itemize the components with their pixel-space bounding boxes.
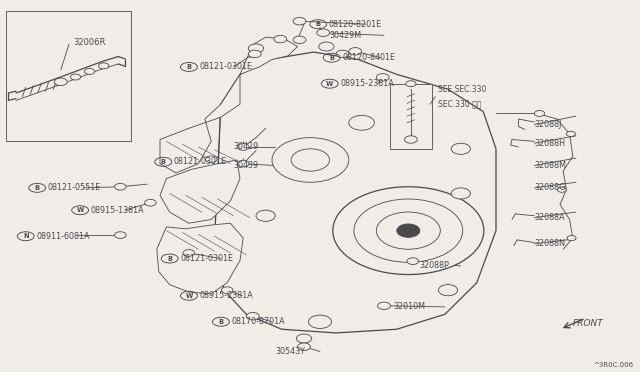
Text: 32088J: 32088J [534, 120, 562, 129]
Text: 32088M: 32088M [534, 161, 566, 170]
Circle shape [256, 210, 275, 221]
Text: 08915-1381A: 08915-1381A [90, 206, 144, 215]
Circle shape [336, 50, 349, 58]
Polygon shape [157, 223, 243, 294]
Circle shape [70, 74, 81, 80]
Circle shape [246, 312, 259, 320]
Text: W: W [326, 81, 333, 87]
Text: 32088H: 32088H [534, 139, 565, 148]
Circle shape [333, 187, 484, 275]
Polygon shape [214, 52, 496, 333]
Circle shape [293, 36, 306, 44]
Text: 32006R: 32006R [74, 38, 106, 47]
Circle shape [221, 287, 233, 294]
Text: 30439: 30439 [234, 161, 259, 170]
Text: B: B [161, 159, 166, 165]
Text: 32088N: 32088N [534, 239, 565, 248]
Circle shape [237, 144, 249, 150]
Circle shape [274, 35, 287, 43]
Circle shape [378, 302, 390, 310]
Text: B: B [167, 256, 172, 262]
Circle shape [319, 42, 334, 51]
Circle shape [237, 160, 249, 167]
Text: 08170-8701A: 08170-8701A [231, 317, 285, 326]
Text: 08120-8201E: 08120-8201E [328, 20, 381, 29]
Circle shape [248, 44, 264, 53]
Bar [6, 11, 131, 141]
Text: 08121-0551E: 08121-0551E [47, 183, 101, 192]
Circle shape [54, 78, 67, 86]
Circle shape [566, 131, 575, 137]
Circle shape [397, 224, 420, 237]
Text: 08120-8401E: 08120-8401E [342, 53, 395, 62]
Circle shape [349, 115, 374, 130]
Circle shape [248, 50, 261, 58]
Circle shape [354, 199, 463, 262]
Circle shape [183, 250, 195, 256]
Text: N: N [23, 233, 29, 239]
Circle shape [567, 235, 576, 241]
Circle shape [376, 212, 440, 249]
Polygon shape [160, 160, 240, 223]
Polygon shape [160, 74, 240, 173]
Circle shape [115, 183, 126, 190]
Circle shape [272, 138, 349, 182]
Circle shape [205, 156, 217, 163]
Text: 32088A: 32088A [534, 213, 565, 222]
Text: FRONT: FRONT [573, 319, 604, 328]
Text: 08915-2381A: 08915-2381A [199, 291, 253, 300]
Text: 30429: 30429 [234, 142, 259, 151]
Circle shape [349, 48, 362, 55]
Circle shape [407, 258, 419, 264]
Circle shape [145, 199, 156, 206]
Text: B: B [186, 64, 191, 70]
Circle shape [293, 17, 306, 25]
Text: W: W [186, 293, 193, 299]
Circle shape [115, 232, 126, 238]
Text: 08915-2381A: 08915-2381A [340, 79, 394, 88]
Circle shape [534, 110, 545, 116]
Text: 32088P: 32088P [419, 262, 449, 270]
Text: 32010M: 32010M [394, 302, 426, 311]
Text: W: W [77, 207, 84, 213]
Text: 08121-0301E: 08121-0301E [180, 254, 233, 263]
Circle shape [557, 187, 566, 192]
Circle shape [296, 334, 312, 343]
Circle shape [99, 63, 109, 69]
Circle shape [308, 315, 332, 328]
Text: ^3R0C.006: ^3R0C.006 [593, 362, 634, 368]
Text: 08121-0301E: 08121-0301E [199, 62, 252, 71]
Bar [390, 84, 432, 149]
Text: B: B [329, 55, 334, 61]
Text: 30543Y: 30543Y [275, 347, 305, 356]
Text: 30429M: 30429M [330, 31, 362, 40]
Text: SEC.330 参照: SEC.330 参照 [438, 100, 482, 109]
Circle shape [438, 285, 458, 296]
Circle shape [404, 136, 417, 143]
Circle shape [406, 81, 416, 87]
Circle shape [84, 68, 95, 74]
Text: 32088G: 32088G [534, 183, 566, 192]
Circle shape [298, 343, 310, 350]
Circle shape [376, 74, 389, 81]
Circle shape [451, 143, 470, 154]
Text: B: B [218, 319, 223, 325]
Text: 08911-6081A: 08911-6081A [36, 232, 90, 241]
Circle shape [451, 188, 470, 199]
Circle shape [291, 149, 330, 171]
Text: B: B [316, 21, 321, 27]
Circle shape [317, 29, 330, 36]
Text: SEE SEC.330: SEE SEC.330 [438, 85, 487, 94]
Text: 08121-0301E: 08121-0301E [173, 157, 227, 166]
Polygon shape [240, 37, 298, 74]
Text: B: B [35, 185, 40, 191]
